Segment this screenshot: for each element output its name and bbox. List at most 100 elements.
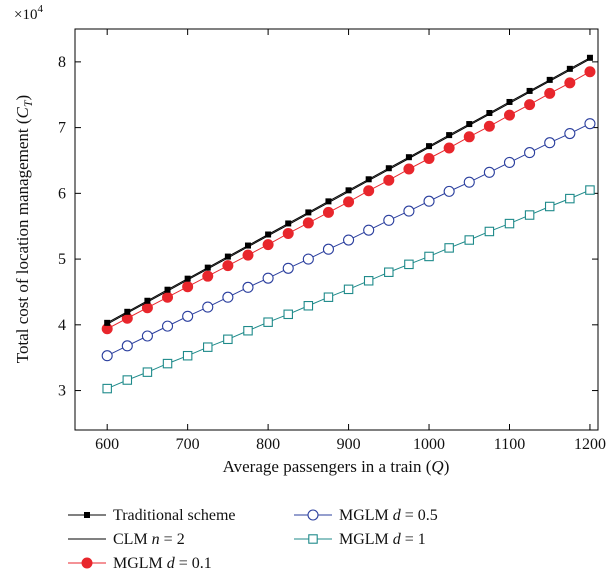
series-point [144,297,151,304]
series-point [104,319,111,326]
series-point [383,174,395,186]
series-point [325,198,332,205]
y-tick-label: 6 [58,185,66,202]
series-point [262,239,274,251]
y-axis-label-end: ) [13,95,32,101]
series-point [524,147,536,159]
series-point [363,276,374,286]
series-point [102,383,112,394]
series-point [182,350,193,361]
x-tick-label: 1200 [574,436,606,453]
legend-item: Traditional scheme [68,507,236,524]
y-axis-label: Total cost of location management (CT) [13,95,35,363]
legend-label: MGLM d = 1 [339,531,426,548]
series-point [565,193,575,204]
series-point [323,292,334,302]
series-point [283,309,293,320]
series-point [162,358,173,369]
x-tick-label: 800 [256,436,280,453]
x-tick-label: 1000 [413,436,445,453]
series-point [162,291,174,303]
series-point [307,509,319,521]
series-point [404,259,414,270]
legend-label-part: d [393,531,402,548]
series-point [265,231,272,238]
series-point [585,185,595,195]
series-point [464,235,475,245]
series-point [423,153,435,165]
series-point [242,249,254,261]
series-point [486,110,493,117]
x-axis-label-end: ) [444,457,450,476]
series-point [121,340,133,352]
series-point [584,118,596,130]
series-point [282,262,294,274]
x-axis-label: Average passengers in a train (Q) [223,457,450,476]
series-3 [101,118,596,362]
series-point [184,275,191,282]
series-point [423,195,435,207]
legend-label: MGLM d = 0.1 [113,555,212,572]
y-axis-label-sub: T [21,99,35,107]
series-point [444,243,454,253]
legend-label-part: Traditional scheme [113,507,236,524]
series-point [484,226,495,237]
series-point [403,205,415,217]
x-axis-ticks: 600 700 800 900 1000 1100 1200 [95,29,606,453]
series-point [303,301,314,311]
series-point [164,286,171,293]
series-point [506,98,513,105]
legend-label-part: = 0.1 [175,555,212,572]
y-axis-ticks: 3 4 5 6 7 8 [58,54,598,400]
series-point [483,166,495,178]
series-point [363,185,375,197]
series-point [383,214,395,226]
series-point [182,281,194,293]
x-tick-label: 700 [176,436,200,453]
legend-label-part: n [152,531,160,548]
x-tick-label: 900 [337,436,361,453]
series-point [403,163,415,175]
series-0 [104,54,593,326]
series-point [503,156,516,168]
series-point [365,176,372,183]
legend-label: MGLM d = 0.5 [339,507,438,524]
series-point [343,234,355,246]
plot-area: 600 700 800 900 1000 1100 1200 3 4 5 6 7 8 [58,28,606,453]
series-point [202,270,214,282]
series-point [363,224,375,236]
series-point [546,76,553,83]
series-point [463,131,475,143]
series-point [446,132,453,139]
legend-label-part: = 1 [401,531,426,548]
series-point [302,217,314,229]
series-point [282,227,294,239]
legend-item: CLM n = 2 [68,531,185,548]
series-point [285,220,292,227]
legend-item: MGLM d = 0.5 [294,507,438,524]
legend-item: MGLM d = 1 [294,531,426,548]
series-point [424,251,434,262]
series-point [466,121,473,128]
series-point [244,242,251,249]
series-point [84,512,90,518]
series-point [243,325,253,336]
legend-label-part: = 2 [160,531,185,548]
series-point [81,557,93,569]
series-point [101,350,113,362]
series-point [385,165,392,172]
series-point [343,196,355,208]
y-axis-label-text: Total cost of location management ( [13,118,32,363]
y-multiplier-base: ×10 [14,7,37,23]
series-point [302,253,314,265]
y-tick-label: 8 [58,54,66,71]
legend-label-part: MGLM [339,507,393,524]
series-point [544,137,556,149]
series-point [305,209,312,216]
y-tick-label: 4 [58,317,66,334]
series-point [262,272,274,284]
series-point [308,534,318,544]
series-point [124,308,131,315]
series-4 [102,185,595,394]
